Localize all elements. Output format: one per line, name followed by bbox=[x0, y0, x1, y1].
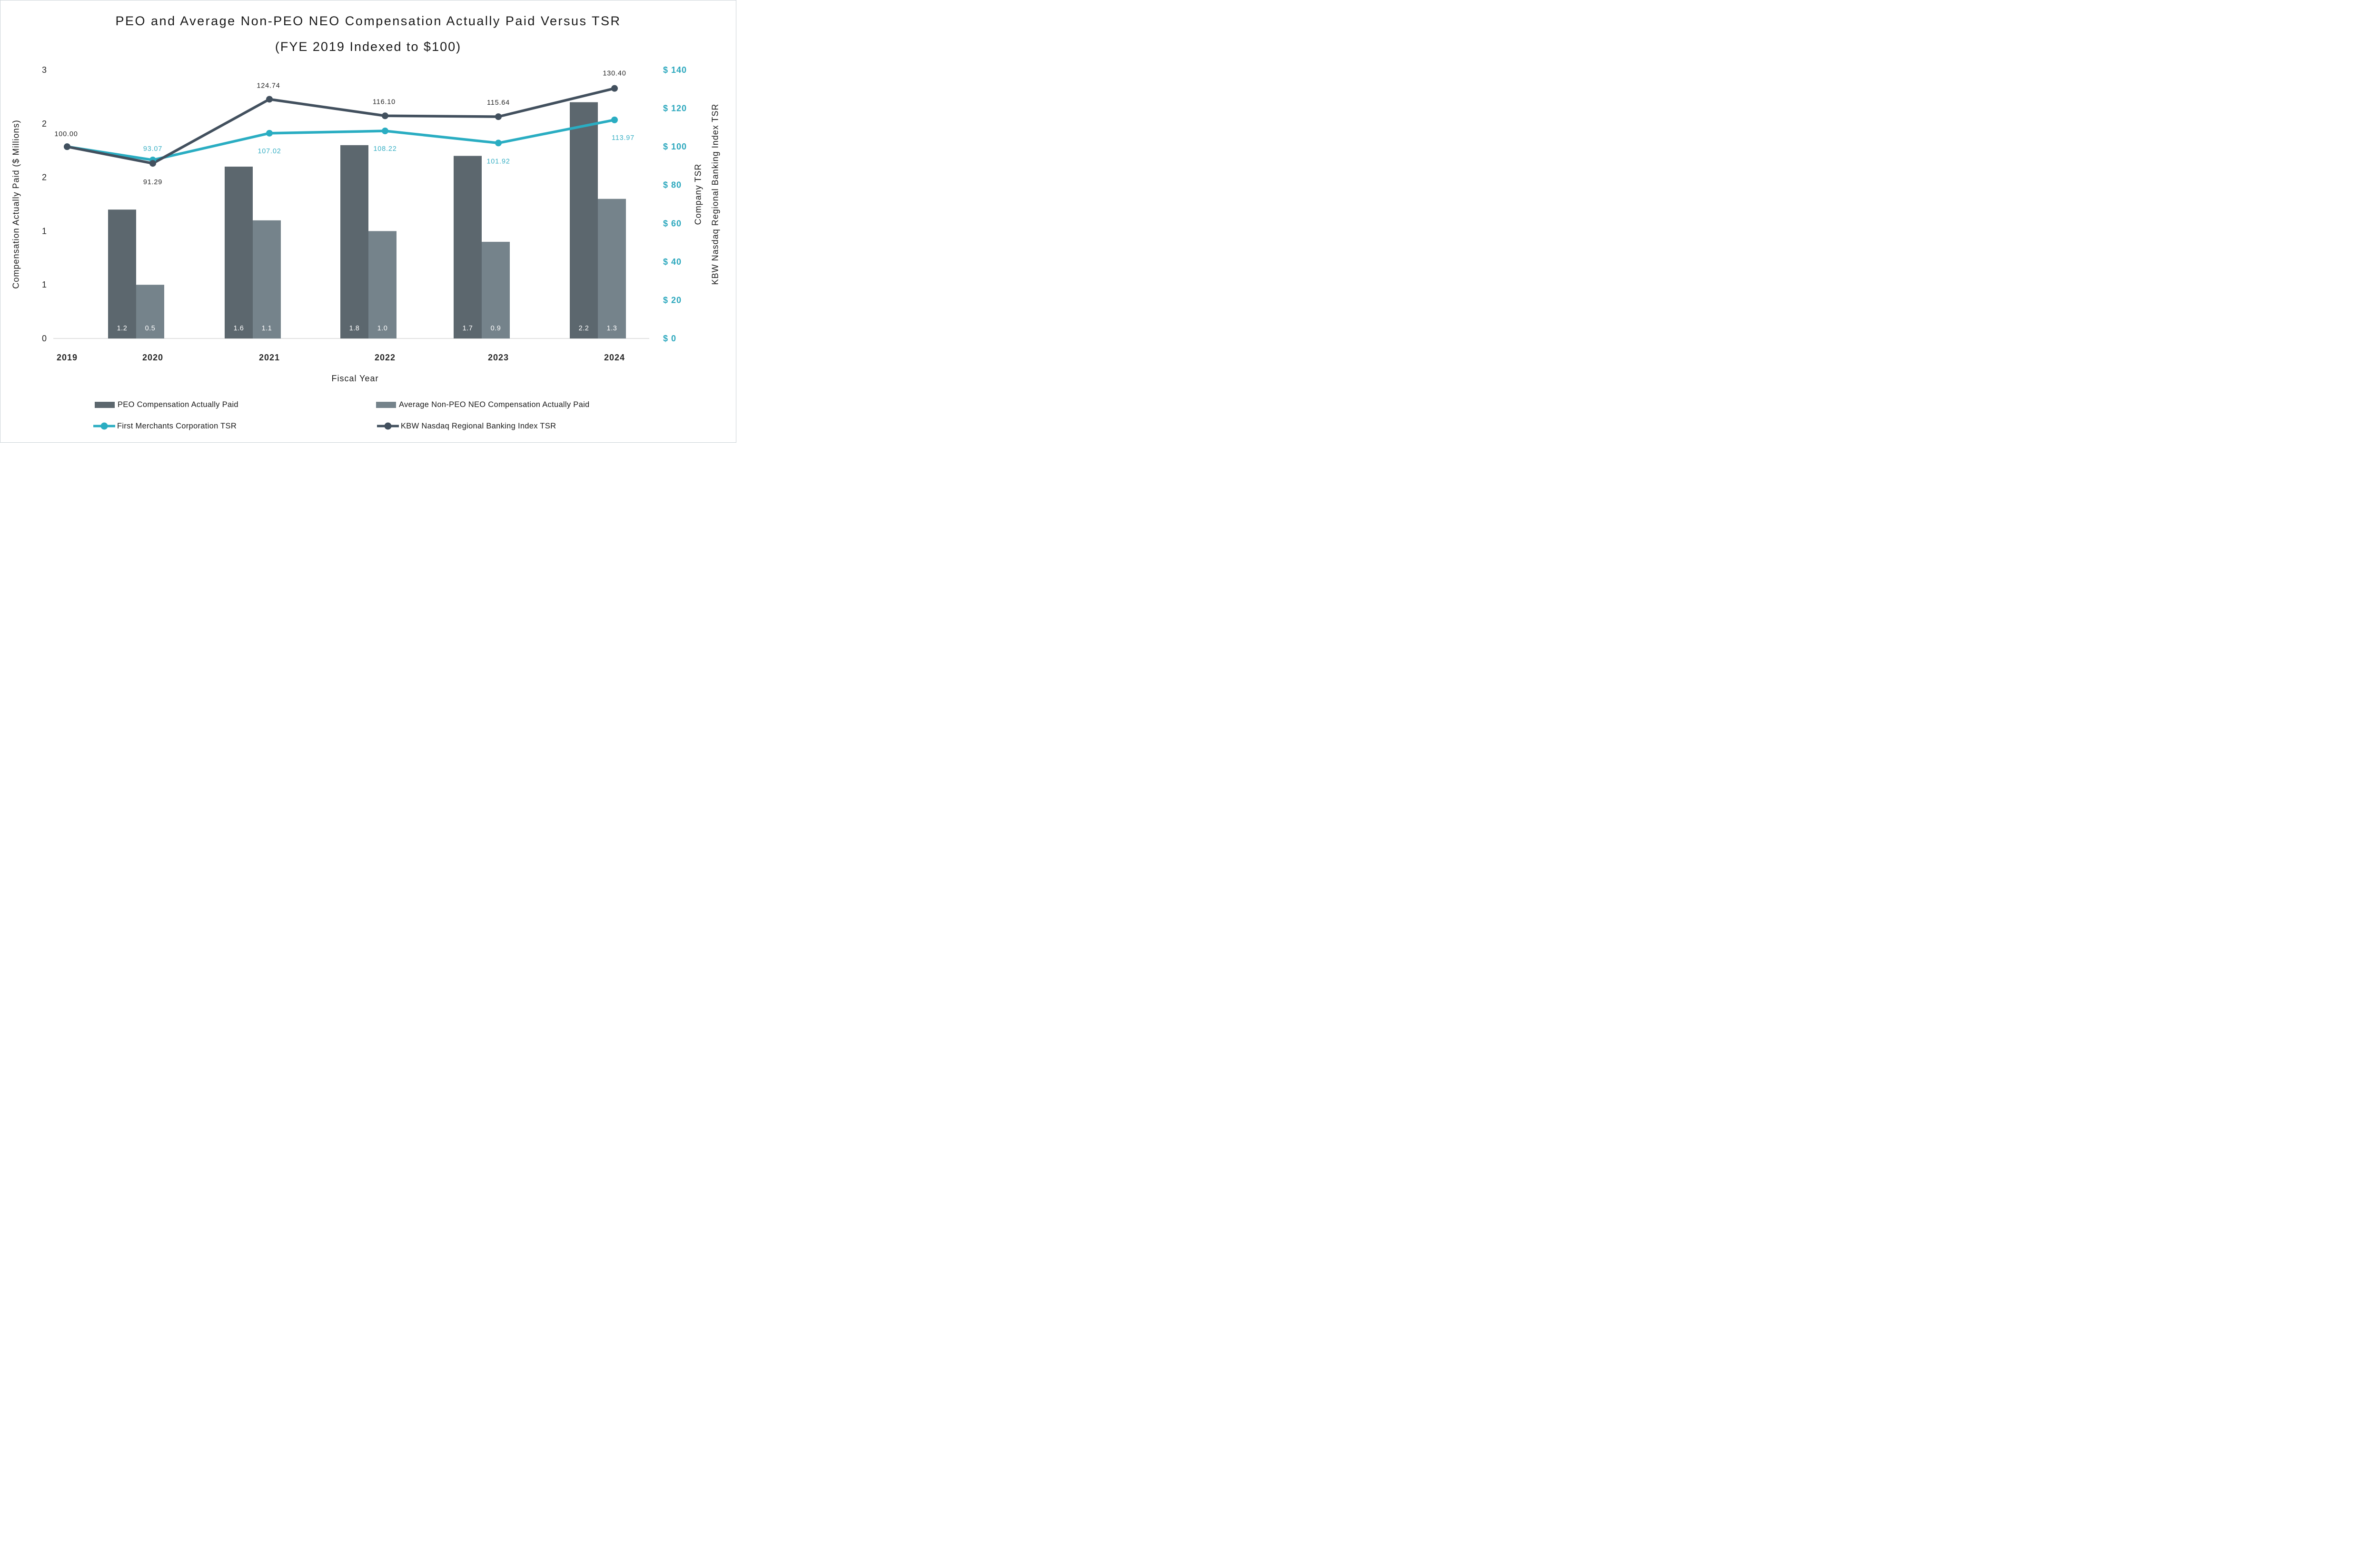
marker-kbw-2021 bbox=[266, 96, 273, 103]
left-axis-tick-label: 2 bbox=[42, 173, 47, 182]
bar-value-label: 1.0 bbox=[377, 325, 388, 332]
marker-fmc-2021 bbox=[266, 129, 273, 137]
right-axis-tick-label: $ 0 bbox=[663, 334, 676, 343]
right-axis-tick-label: $ 40 bbox=[663, 257, 682, 267]
right-axis-tick-label: $ 120 bbox=[663, 104, 687, 113]
bar-peo-2024 bbox=[570, 102, 598, 338]
bar-peo-2023 bbox=[454, 156, 482, 338]
bar-value-label: 0.5 bbox=[145, 325, 156, 332]
legend-item-fmc-tsr: First Merchants Corporation TSR bbox=[93, 420, 237, 432]
right-axis-tick-label: $ 20 bbox=[663, 295, 682, 305]
data-label-kbw-2024: 130.40 bbox=[603, 70, 626, 78]
legend-row-lines: First Merchants Corporation TSR KBW Nasd… bbox=[0, 420, 736, 432]
bar-peo-2020 bbox=[108, 209, 136, 338]
legend-item-nonpeo: Average Non-PEO NEO Compensation Actuall… bbox=[376, 398, 590, 411]
bar-nonpeo-2021 bbox=[253, 220, 281, 338]
line-fmc-tsr bbox=[66, 119, 616, 161]
left-axis-tick-label: 3 bbox=[42, 65, 47, 75]
data-label-kbw-2021: 124.74 bbox=[257, 82, 280, 89]
data-label-kbw-2022: 116.10 bbox=[373, 98, 396, 106]
bar-nonpeo-2023 bbox=[482, 241, 510, 338]
right-axis-tick-label: $ 100 bbox=[663, 142, 687, 151]
left-axis-title: Compensation Actually Paid ($ Millions) bbox=[11, 119, 21, 289]
data-label-kbw-2020: 91.29 bbox=[143, 179, 162, 186]
bar-peo-2021 bbox=[225, 167, 253, 338]
chart-subtitle: (FYE 2019 Indexed to $100) bbox=[275, 40, 462, 54]
legend-item-kbw-tsr: KBW Nasdaq Regional Banking Index TSR bbox=[377, 420, 556, 432]
data-label-fmc-2023: 101.92 bbox=[486, 158, 510, 165]
marker-kbw-2020 bbox=[149, 160, 156, 167]
marker-fmc-2024 bbox=[611, 116, 618, 123]
left-axis-tick-label: 1 bbox=[42, 226, 47, 236]
data-label-fmc-2020: 93.07 bbox=[143, 145, 162, 153]
x-axis-tick-label-2024: 2024 bbox=[604, 353, 625, 362]
fmc-line-marker-icon bbox=[93, 422, 115, 430]
bar-nonpeo-2020 bbox=[136, 285, 164, 338]
bar-value-label: 0.9 bbox=[491, 325, 501, 332]
legend-label-peo: PEO Compensation Actually Paid bbox=[118, 400, 238, 409]
x-axis-title: Fiscal Year bbox=[331, 374, 379, 383]
legend-item-peo: PEO Compensation Actually Paid bbox=[95, 398, 238, 411]
right-axis-tick-label: $ 60 bbox=[663, 219, 682, 228]
legend-label-fmc-tsr: First Merchants Corporation TSR bbox=[117, 421, 237, 430]
data-label-kbw-2019: 100.00 bbox=[54, 130, 78, 138]
fmc-line-dot bbox=[100, 422, 108, 430]
data-label-fmc-2022: 108.22 bbox=[373, 145, 397, 153]
right-axis-title-company-tsr: Company TSR bbox=[693, 163, 703, 225]
x-axis-tick-label-2021: 2021 bbox=[259, 353, 280, 362]
bar-value-label: 1.2 bbox=[117, 325, 128, 332]
nonpeo-bar-swatch-icon bbox=[376, 401, 396, 408]
peo-bar-swatch-icon bbox=[95, 401, 115, 408]
data-label-fmc-2024: 113.97 bbox=[612, 134, 635, 142]
bar-value-label: 1.3 bbox=[607, 325, 617, 332]
marker-fmc-2022 bbox=[382, 128, 388, 135]
left-axis-tick-label: 0 bbox=[42, 334, 47, 343]
bar-value-label: 1.6 bbox=[234, 325, 244, 332]
marker-fmc-2023 bbox=[495, 139, 502, 147]
legend-label-nonpeo: Average Non-PEO NEO Compensation Actuall… bbox=[399, 400, 590, 409]
bar-peo-2022 bbox=[340, 145, 368, 338]
legend-label-kbw-tsr: KBW Nasdaq Regional Banking Index TSR bbox=[401, 421, 556, 430]
x-axis-tick-label-2020: 2020 bbox=[142, 353, 163, 362]
bar-value-label: 1.7 bbox=[463, 325, 473, 332]
left-axis-tick-label: 2 bbox=[42, 119, 47, 129]
data-label-fmc-2021: 107.02 bbox=[258, 148, 281, 155]
line-kbw-tsr bbox=[66, 87, 616, 165]
bar-nonpeo-2022 bbox=[368, 231, 397, 338]
x-axis-tick-label-2022: 2022 bbox=[375, 353, 396, 362]
left-axis-tick-label: 1 bbox=[42, 280, 47, 289]
x-axis-tick-label-2023: 2023 bbox=[488, 353, 509, 362]
kbw-line-dot bbox=[384, 422, 392, 430]
chart-canvas: PEO and Average Non-PEO NEO Compensation… bbox=[0, 0, 736, 443]
marker-kbw-2023 bbox=[495, 113, 502, 120]
marker-kbw-2022 bbox=[382, 112, 388, 119]
bar-nonpeo-2024 bbox=[598, 199, 626, 338]
marker-kbw-2019 bbox=[64, 143, 70, 150]
kbw-line-marker-icon bbox=[377, 422, 399, 430]
bar-value-label: 1.8 bbox=[349, 325, 360, 332]
bar-value-label: 1.1 bbox=[262, 325, 272, 332]
x-axis-tick-label-2019: 2019 bbox=[57, 353, 78, 362]
legend-row-bars: PEO Compensation Actually Paid Average N… bbox=[0, 398, 736, 411]
right-axis-title-kbw-index: KBW Nasdaq Regional Banking Index TSR bbox=[710, 103, 720, 285]
marker-kbw-2024 bbox=[611, 85, 618, 92]
data-label-kbw-2023: 115.64 bbox=[487, 99, 510, 107]
right-axis-tick-label: $ 140 bbox=[663, 65, 687, 75]
chart-title: PEO and Average Non-PEO NEO Compensation… bbox=[115, 14, 621, 28]
right-axis-tick-label: $ 80 bbox=[663, 180, 682, 190]
plot-area: 1.2 1.6 1.8 1.7 2.2 0.5 1.1 1.0 0.9 1.3 93.07 107.0… bbox=[42, 65, 687, 362]
bar-value-label: 2.2 bbox=[579, 325, 589, 332]
